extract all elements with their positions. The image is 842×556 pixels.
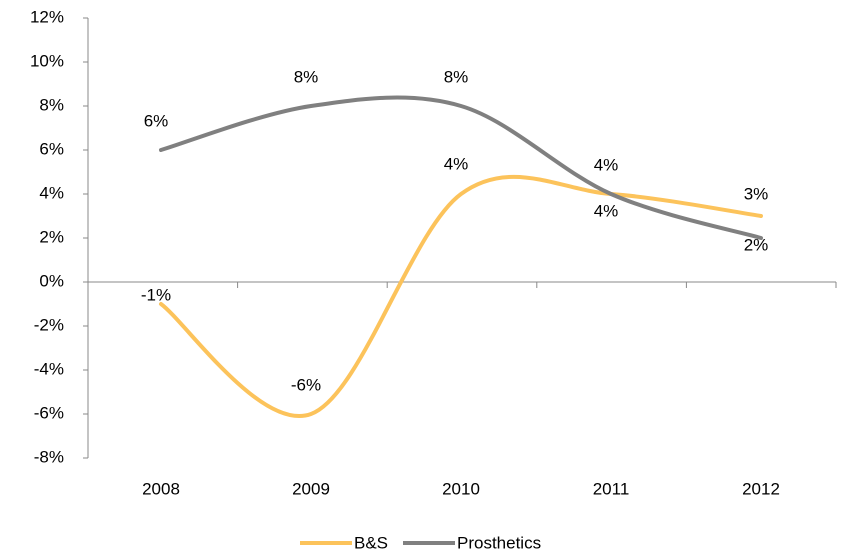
y-tick-label: 6% <box>39 139 64 158</box>
y-tick-label: -4% <box>34 359 64 378</box>
x-tick-label: 2011 <box>593 479 630 498</box>
x-tick-label: 2010 <box>442 479 480 498</box>
data-label: 8% <box>444 67 469 86</box>
data-label: 3% <box>744 184 769 203</box>
y-tick-label: 12% <box>30 7 64 26</box>
y-tick-label: 0% <box>39 271 64 290</box>
data-label: 4% <box>444 154 469 173</box>
data-label: -6% <box>291 375 321 394</box>
y-tick-label: 2% <box>39 227 64 246</box>
x-tick-label: 2008 <box>142 479 180 498</box>
y-tick-label: 10% <box>30 51 64 70</box>
series-line <box>159 174 763 419</box>
data-label: 4% <box>594 201 619 220</box>
x-tick-label: 2012 <box>742 479 780 498</box>
y-tick-label: -2% <box>34 315 64 334</box>
x-tick-label: 2009 <box>292 479 330 498</box>
series-line <box>159 95 763 240</box>
data-label: 8% <box>294 67 319 86</box>
y-tick-label: 4% <box>39 183 64 202</box>
data-label: 6% <box>144 111 169 130</box>
data-label: 2% <box>744 235 769 254</box>
y-tick-label: 8% <box>39 95 64 114</box>
y-tick-label: -8% <box>34 447 64 466</box>
data-label: 4% <box>594 155 619 174</box>
legend-label: Prosthetics <box>457 533 541 552</box>
data-label: -1% <box>141 285 171 304</box>
legend-label: B&S <box>354 533 388 552</box>
y-tick-label: -6% <box>34 403 64 422</box>
